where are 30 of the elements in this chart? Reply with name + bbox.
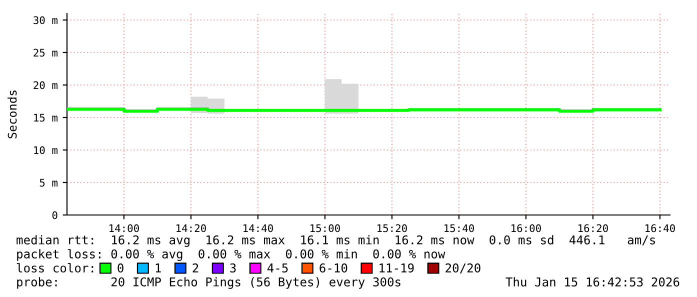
x-tick-label: 16:00	[512, 224, 541, 232]
legend-label: 2	[192, 263, 198, 272]
legend-label: 3	[230, 263, 236, 273]
x-tick-label: 15:40	[444, 224, 474, 232]
y-tick-label: 10 m	[34, 146, 58, 154]
y-tick-label: 30 m	[34, 16, 58, 24]
legend-label: 0	[118, 263, 124, 273]
y-tick-label: 0	[52, 211, 58, 220]
text: packet loss: 0.00 % avg 0.00 % max 0.00 % min 0.00 % now	[17, 249, 446, 261]
y-axis-title: Seconds	[8, 90, 17, 138]
x-tick-label: 14:00	[110, 224, 139, 232]
text: median rtt: 16.2 ms avg 16.2 ms max 16.1 ms min 16.2 ms now 0.0 ms sd 446.1 am/s	[16, 235, 655, 247]
x-tick-label: 14:40	[244, 224, 273, 232]
x-tick-label: 16:40	[646, 224, 675, 232]
x-tick-label: 16:20	[578, 224, 608, 232]
text: probe: 20 ICMP Echo Pings (56 Bytes) every 300s	[17, 277, 400, 289]
x-tick-label: 15:20	[378, 224, 407, 232]
legend-label: 6-10	[320, 263, 348, 273]
x-tick-label: 14:20	[176, 224, 206, 232]
legend-title: loss color:	[16, 263, 94, 273]
legend-label: 20/20	[446, 263, 480, 274]
legend-label: 4-5	[267, 264, 288, 273]
y-tick-label: 25 m	[34, 48, 58, 57]
legend-label: 11-19	[380, 263, 414, 273]
y-tick-label: 20 m	[34, 81, 58, 90]
y-tick-label: 15 m	[34, 114, 58, 122]
legend-label: 1	[156, 264, 161, 272]
text: Thu Jan 15 16:42:53 2026	[506, 277, 680, 287]
x-tick-label: 15:00	[310, 224, 340, 232]
y-tick-label: 5 m	[40, 178, 58, 187]
